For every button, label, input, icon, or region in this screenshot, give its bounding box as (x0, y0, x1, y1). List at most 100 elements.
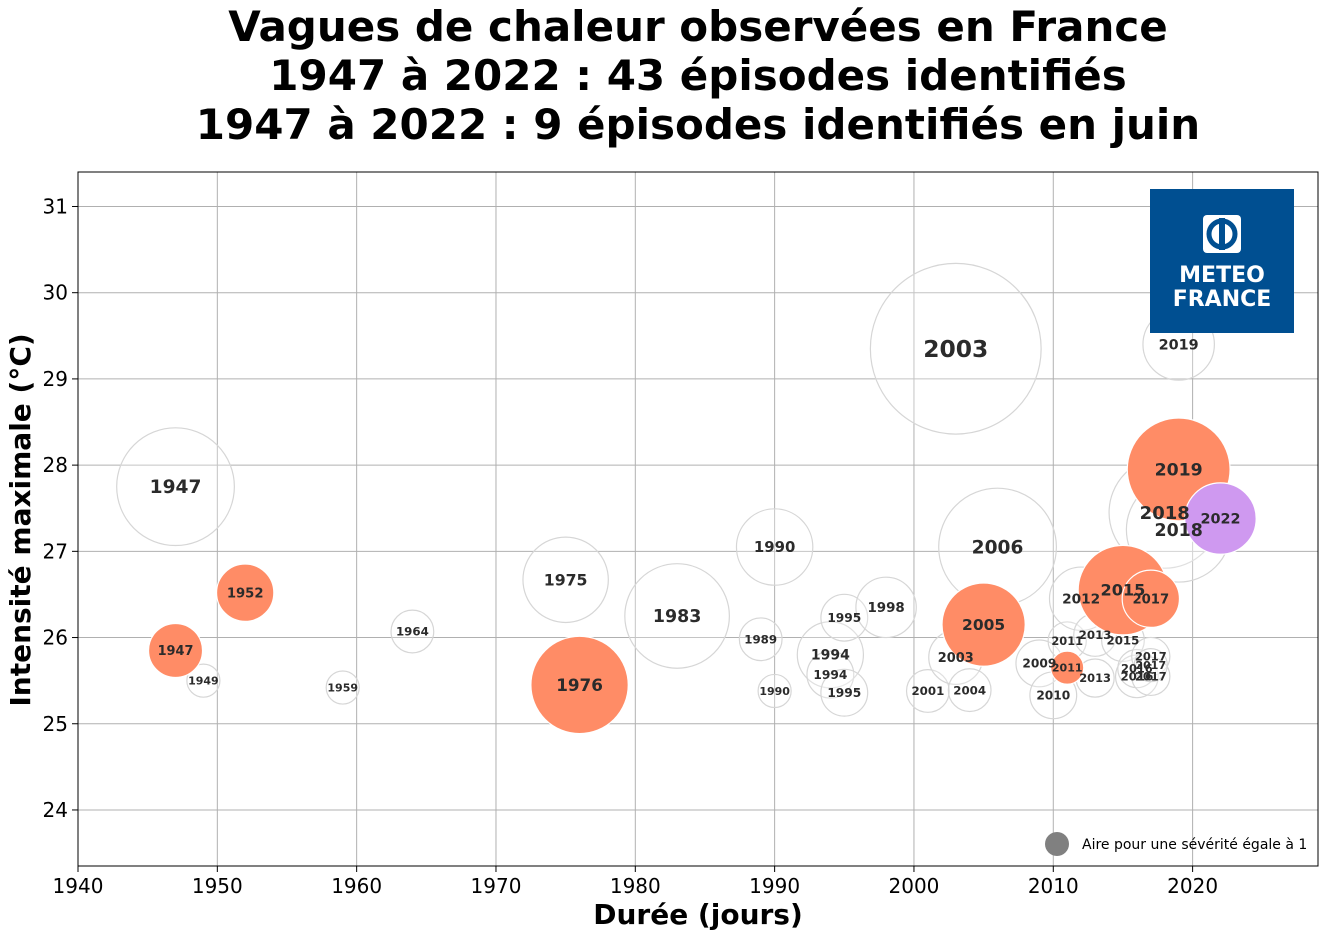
bubble-label-2016: 2016 (1120, 669, 1153, 683)
bubble-label-2010: 2010 (1036, 689, 1070, 703)
bubble-other-1975 (522, 536, 609, 624)
logo-line-2: FRANCE (1173, 287, 1272, 312)
bubble-june_2022-2022 (1184, 482, 1257, 555)
bubble-june-2005 (941, 582, 1026, 667)
bubble-label-1990: 1990 (759, 685, 790, 698)
bubble-label-1947: 1947 (158, 644, 194, 659)
logo-background (1150, 189, 1294, 333)
bubble-label-1989: 1989 (744, 632, 777, 646)
bubble-label-2006: 2006 (972, 538, 1024, 559)
x-tick-label: 2000 (889, 874, 940, 898)
bubble-label-2004: 2004 (953, 683, 986, 697)
title-line-2: 1947 à 2022 : 43 épisodes identifiés (269, 51, 1127, 100)
bubble-label-2003: 2003 (923, 335, 988, 363)
y-tick-label: 31 (43, 194, 68, 218)
bubble-june-1947 (147, 622, 204, 679)
bubble-june-1952 (215, 563, 275, 622)
bubble-label-1959: 1959 (327, 681, 358, 694)
bubble-label-2022: 2022 (1200, 512, 1240, 528)
x-tick-label: 1970 (471, 874, 522, 898)
legend: Aire pour une sévérité égale à 1 (1045, 832, 1307, 856)
bubble-label-1949: 1949 (188, 674, 219, 687)
meteo-france-logo: METEO FRANCE (1150, 189, 1294, 333)
y-tick-label: 27 (43, 539, 68, 563)
x-axis-title: Durée (jours) (593, 898, 803, 931)
title-line-1: Vagues de chaleur observées en France (228, 2, 1168, 51)
bubble-label-2019: 2019 (1159, 337, 1199, 353)
plot-area (77, 171, 1319, 867)
logo-emblem-icon (1203, 215, 1241, 253)
bubble-label-1995: 1995 (827, 611, 861, 625)
bubble-label-1983: 1983 (653, 607, 701, 627)
bubble-other-2017 (1133, 647, 1168, 683)
bubble-label-2015: 2015 (1101, 581, 1146, 600)
bubble-other-1989 (738, 617, 783, 662)
x-tick-label: 1990 (749, 874, 800, 898)
x-tick-label: 1940 (53, 874, 104, 898)
bubble-label-2017: 2017 (1135, 659, 1166, 672)
bubble-other-1949 (186, 663, 221, 698)
bubble-other-2003 (869, 262, 1042, 435)
bubble-label-1994: 1994 (813, 668, 847, 682)
bubble-label-2016: 2016 (1121, 662, 1153, 676)
y-tick-label: 26 (43, 626, 68, 650)
bubble-label-2017: 2017 (1132, 592, 1169, 607)
bubble-other-2004 (947, 668, 992, 713)
bubble-labels: 1947 1949 1959 1964 1975 1983 1989 1990 1990 1994… (150, 335, 1241, 703)
bubble-other-1994 (796, 621, 865, 689)
bubbles (116, 262, 1257, 735)
y-tick-label: 25 (43, 712, 68, 736)
bubble-label-2017: 2017 (1135, 650, 1167, 664)
bubble-other-1964 (390, 609, 435, 654)
bubble-other-1998 (855, 576, 917, 639)
legend-marker (1045, 832, 1069, 856)
bubble-other-1990 (757, 673, 792, 709)
title-line-3: 1947 à 2022 : 9 épisodes identifiés en j… (195, 100, 1201, 149)
bubble-label-2012: 2012 (1062, 592, 1100, 608)
chart-title: Vagues de chaleur observées en France 19… (0, 2, 1323, 149)
bubble-label-1995: 1995 (827, 686, 861, 700)
bubble-other-2017 (1131, 656, 1171, 697)
logo-line-1: METEO (1179, 263, 1265, 288)
bubble-label-2018: 2018 (1140, 503, 1190, 524)
bubble-other-1990 (735, 508, 814, 586)
bubble-other-1959 (325, 670, 360, 705)
bubble-other-2001 (905, 669, 950, 713)
bubble-other-1995 (820, 668, 869, 717)
bubble-label-1998: 1998 (867, 601, 904, 616)
y-tick-label: 24 (43, 798, 68, 822)
legend-label: Aire pour une sévérité égale à 1 (1082, 837, 1307, 853)
y-tick-label: 28 (43, 453, 68, 477)
x-tick-label: 1950 (192, 874, 243, 898)
y-tick-label: 29 (43, 367, 68, 391)
bubble-label-2001: 2001 (911, 684, 944, 698)
bubble-label-1994: 1994 (811, 648, 850, 664)
bubble-june-2017 (1121, 569, 1181, 628)
x-tick-label: 1960 (331, 874, 382, 898)
bubble-other-1947 (116, 427, 235, 547)
x-tick-label: 2020 (1167, 874, 1218, 898)
bubble-label-2013: 2013 (1079, 628, 1112, 642)
bubble-label-1964: 1964 (396, 625, 429, 639)
bubble-other-2016 (1117, 648, 1157, 689)
bubble-label-2013: 2013 (1079, 671, 1111, 685)
bubble-label-2015: 2015 (1107, 633, 1140, 647)
bubble-label-2009: 2009 (1022, 657, 1056, 671)
bubble-other-1983 (624, 563, 730, 669)
bubble-label-1976: 1976 (556, 675, 603, 695)
x-tick-label: 2010 (1028, 874, 1079, 898)
bubble-label-2011: 2011 (1052, 662, 1083, 675)
bubble-label-1990: 1990 (754, 538, 795, 556)
bubble-label-2003: 2003 (938, 651, 974, 666)
bubble-other-2016 (1114, 654, 1159, 699)
bubble-june-2011 (1050, 650, 1085, 685)
bubble-other-2017 (1131, 636, 1171, 677)
bubble-label-2017: 2017 (1135, 669, 1167, 683)
bubble-label-2019: 2019 (1155, 460, 1203, 480)
bubble-label-1952: 1952 (227, 586, 264, 601)
bubble-label-2018: 2018 (1154, 521, 1202, 541)
y-axis-title: Intensité maximale (°C) (4, 333, 37, 706)
y-tick-label: 30 (43, 281, 68, 305)
bubble-label-2005: 2005 (962, 616, 1005, 634)
